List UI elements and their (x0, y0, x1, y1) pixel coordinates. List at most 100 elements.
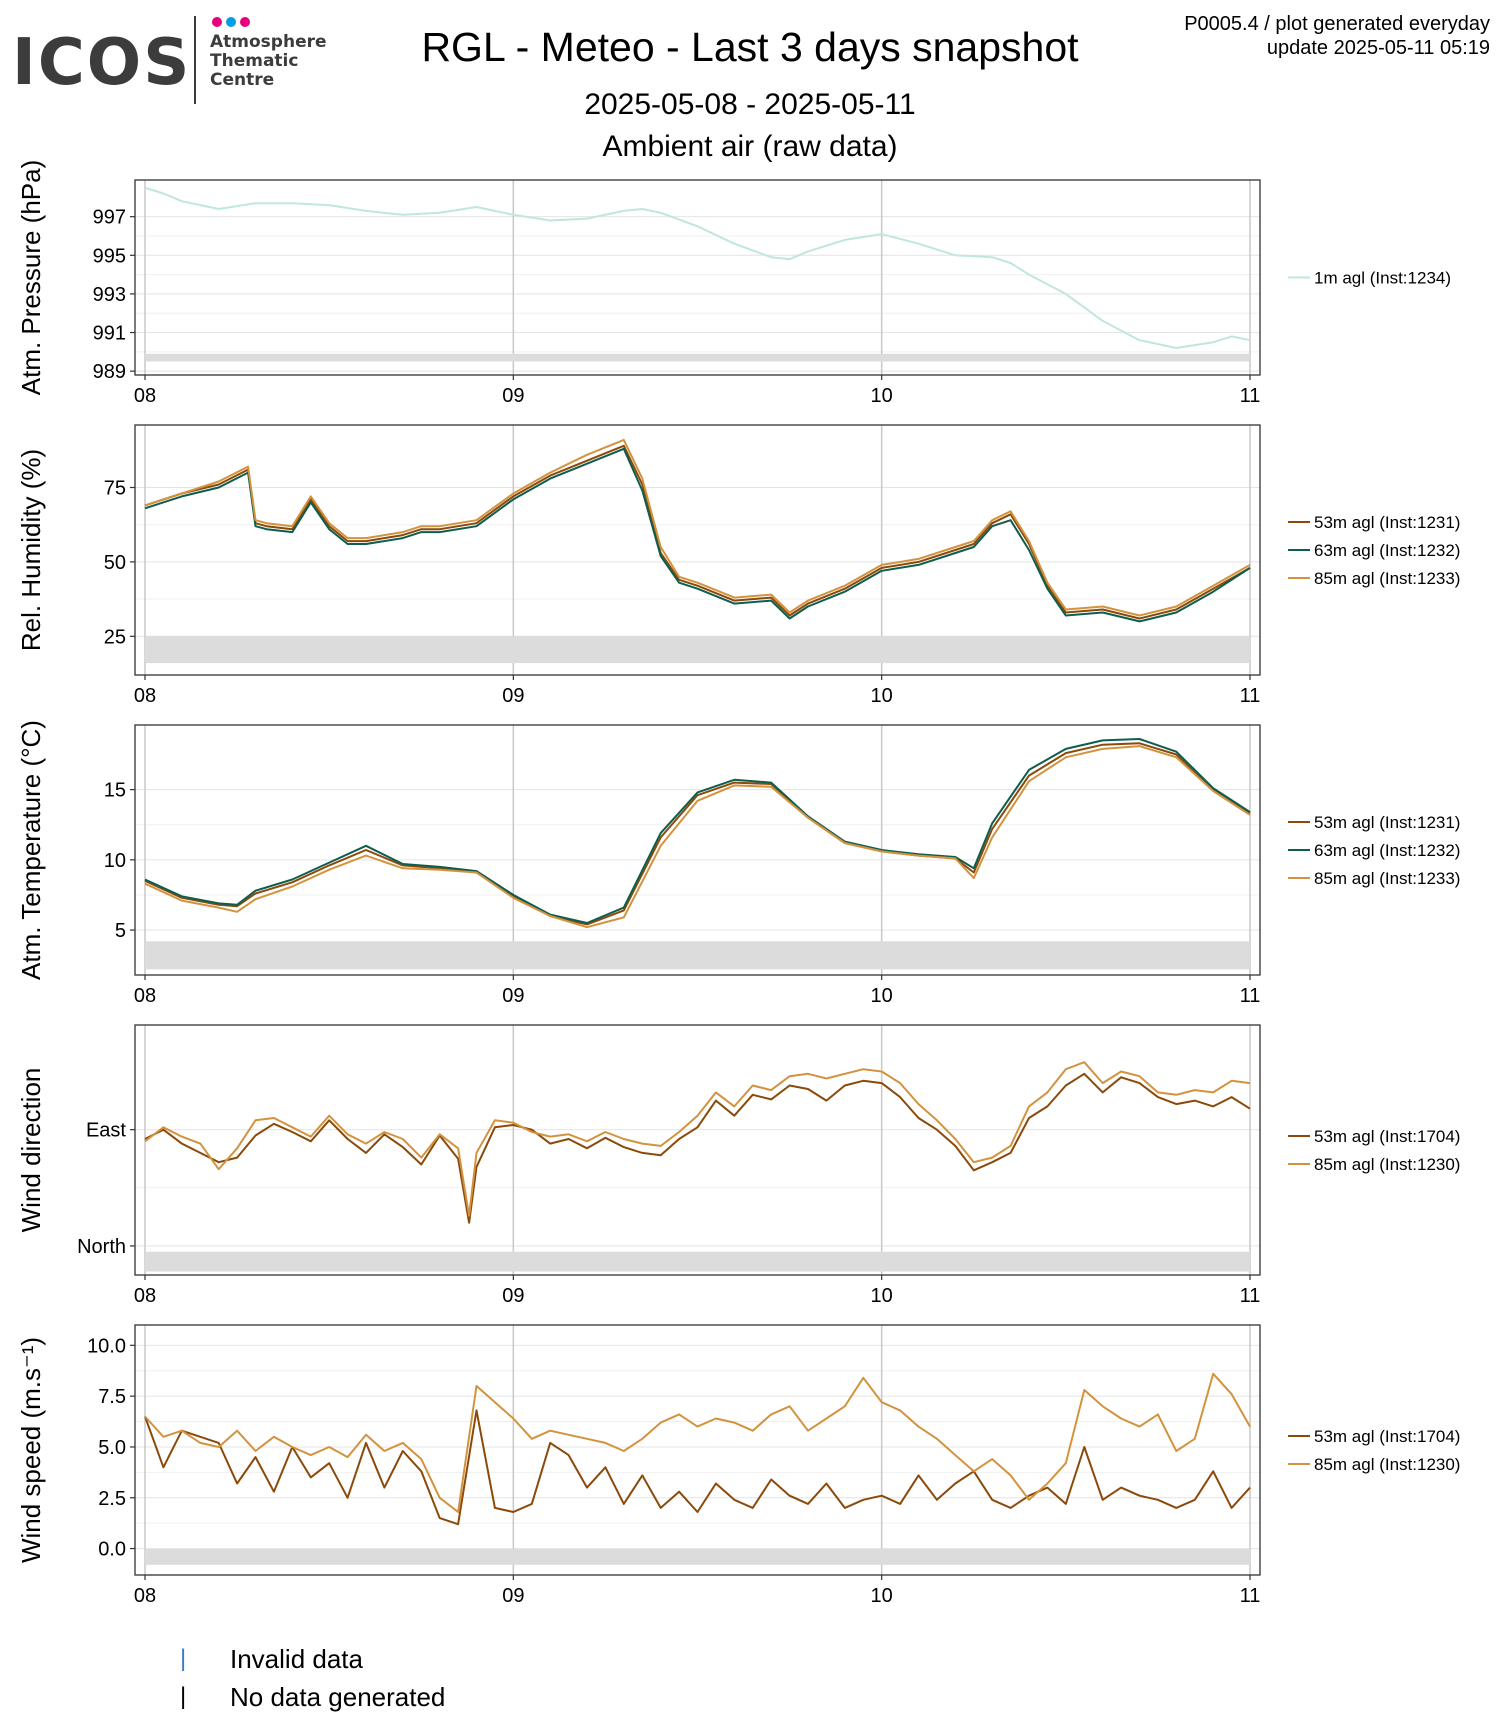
x-tick-label: 10 (871, 385, 893, 407)
x-tick-label: 08 (134, 685, 156, 707)
x-tick-label: 09 (502, 385, 524, 407)
y-axis-label: Atm. Pressure (hPa) (16, 160, 46, 396)
x-tick-label: 11 (1240, 1285, 1261, 1307)
section-title: Ambient air (raw data) (602, 130, 898, 163)
series-line (144, 1061, 1251, 1217)
series-line (144, 447, 1251, 623)
series-line (144, 742, 1251, 926)
y-tick-label: North (77, 1236, 126, 1258)
no-data-band (145, 353, 1250, 362)
y-tick-label: 991 (93, 323, 126, 345)
plot-frame (134, 1324, 1261, 1576)
chart-panel: 15 10 5 08 09 10 11 Atm. Temperature (°C) 53m ag… (16, 720, 1460, 1007)
plot-frame (134, 179, 1261, 376)
logo-dot (212, 17, 222, 27)
date-range: 2025-05-08 - 2025-05-11 (584, 88, 916, 121)
footer-legend: | Invalid data | No data generated (180, 1640, 445, 1716)
update-timestamp: update 2025-05-11 05:19 (1266, 37, 1490, 59)
series-line (144, 1372, 1251, 1513)
x-tick-label: 10 (871, 1585, 893, 1607)
x-tick-label: 08 (134, 1285, 156, 1307)
x-tick-label: 09 (502, 1585, 524, 1607)
x-tick-label: 08 (134, 1585, 156, 1607)
charts-area: 997 995 993 991 989 08 09 10 11 Atm. Pressure (hP… (16, 160, 1460, 1607)
y-tick-label: 7.5 (98, 1386, 126, 1408)
y-tick-label: 997 (93, 207, 126, 229)
plot-frame (134, 724, 1261, 976)
logo-divider (194, 16, 196, 104)
logo-subtitle-line: Atmosphere (210, 32, 327, 52)
series-line (144, 745, 1251, 929)
y-tick-label: 5 (115, 920, 126, 942)
y-tick-label: 993 (93, 284, 126, 306)
x-tick-label: 10 (871, 1285, 893, 1307)
legend-label: 53m agl (Inst:1231) (1314, 813, 1460, 832)
legend-label: 85m agl (Inst:1233) (1314, 869, 1460, 888)
x-tick-label: 10 (871, 985, 893, 1007)
invalid-data-marker: | (180, 1645, 187, 1672)
legend-label: 63m agl (Inst:1232) (1314, 541, 1460, 560)
x-tick-label: 09 (502, 1285, 524, 1307)
page-title: RGL - Meteo - Last 3 days snapshot (421, 24, 1079, 70)
y-tick-label: 15 (104, 780, 126, 802)
chart-panel: 10.0 7.5 5.0 2.5 0.0 08 09 10 11 Wind speed (m.s⁻… (16, 1324, 1460, 1607)
y-tick-label: 0.0 (98, 1539, 126, 1561)
chart-panel: 75 50 25 08 09 10 11 Rel. Humidity (%) 53m agl (… (16, 424, 1460, 707)
plot-frame (134, 424, 1261, 676)
y-tick-label: 995 (93, 245, 126, 267)
series-line (144, 444, 1251, 620)
y-tick-label: 50 (104, 552, 126, 574)
x-tick-label: 08 (134, 985, 156, 1007)
legend-label: 85m agl (Inst:1230) (1314, 1155, 1460, 1174)
logo-dot (240, 17, 250, 27)
x-tick-label: 08 (134, 385, 156, 407)
legend-label: 63m agl (Inst:1232) (1314, 841, 1460, 860)
invalid-data-label: Invalid data (230, 1643, 363, 1674)
legend-label: 53m agl (Inst:1704) (1314, 1427, 1460, 1446)
y-axis-label: Wind direction (16, 1068, 46, 1233)
no-data-band (145, 1251, 1250, 1272)
y-axis-label: Atm. Temperature (°C) (16, 720, 46, 980)
no-data-label: No data generated (230, 1681, 446, 1712)
logo-wordmark: ICOS (12, 26, 192, 100)
x-tick-label: 11 (1240, 985, 1261, 1007)
footer-item-nodata: | No data generated (180, 1678, 445, 1716)
y-tick-label: 989 (93, 361, 126, 383)
logo-subtitle-line: Thematic (210, 51, 299, 71)
x-tick-label: 09 (502, 685, 524, 707)
y-tick-label: 10.0 (87, 1335, 126, 1357)
legend-label: 53m agl (Inst:1231) (1314, 513, 1460, 532)
plot-metadata: P0005.4 / plot generated everyday update… (1184, 12, 1490, 60)
legend-label: 85m agl (Inst:1233) (1314, 569, 1460, 588)
footer-item-invalid: | Invalid data (180, 1640, 445, 1678)
x-tick-label: 09 (502, 985, 524, 1007)
y-tick-label: 25 (104, 626, 126, 648)
y-tick-label: 5.0 (98, 1437, 126, 1459)
logo-subtitle-line: Centre (210, 70, 275, 90)
series-line (144, 186, 1251, 349)
series-line (144, 438, 1251, 617)
y-tick-label: East (86, 1120, 126, 1142)
x-tick-label: 11 (1240, 385, 1261, 407)
logo-dot (226, 17, 236, 27)
series-line (144, 738, 1251, 924)
icos-logo: ICOS Atmosphere Thematic Centre (12, 12, 342, 107)
chart-panel: 997 995 993 991 989 08 09 10 11 Atm. Pressure (hP… (16, 160, 1451, 407)
plot-frame (134, 1024, 1261, 1276)
legend-label: 53m agl (Inst:1704) (1314, 1127, 1460, 1146)
chart-panel: East North 08 09 10 11 Wind direction 53m agl (… (16, 1024, 1460, 1307)
x-tick-label: 11 (1240, 1585, 1261, 1607)
no-data-marker: | (180, 1683, 187, 1710)
x-tick-label: 10 (871, 685, 893, 707)
y-tick-label: 2.5 (98, 1488, 126, 1510)
no-data-band (145, 941, 1250, 970)
y-tick-label: 10 (104, 850, 126, 872)
plot-id-text: P0005.4 / plot generated everyday (1184, 13, 1490, 35)
y-tick-label: 75 (104, 478, 126, 500)
no-data-band (145, 636, 1250, 664)
legend-label: 85m agl (Inst:1230) (1314, 1455, 1460, 1474)
x-tick-label: 11 (1240, 685, 1261, 707)
legend-label: 1m agl (Inst:1234) (1314, 269, 1451, 288)
no-data-band (145, 1548, 1250, 1565)
series-line (144, 1409, 1251, 1526)
